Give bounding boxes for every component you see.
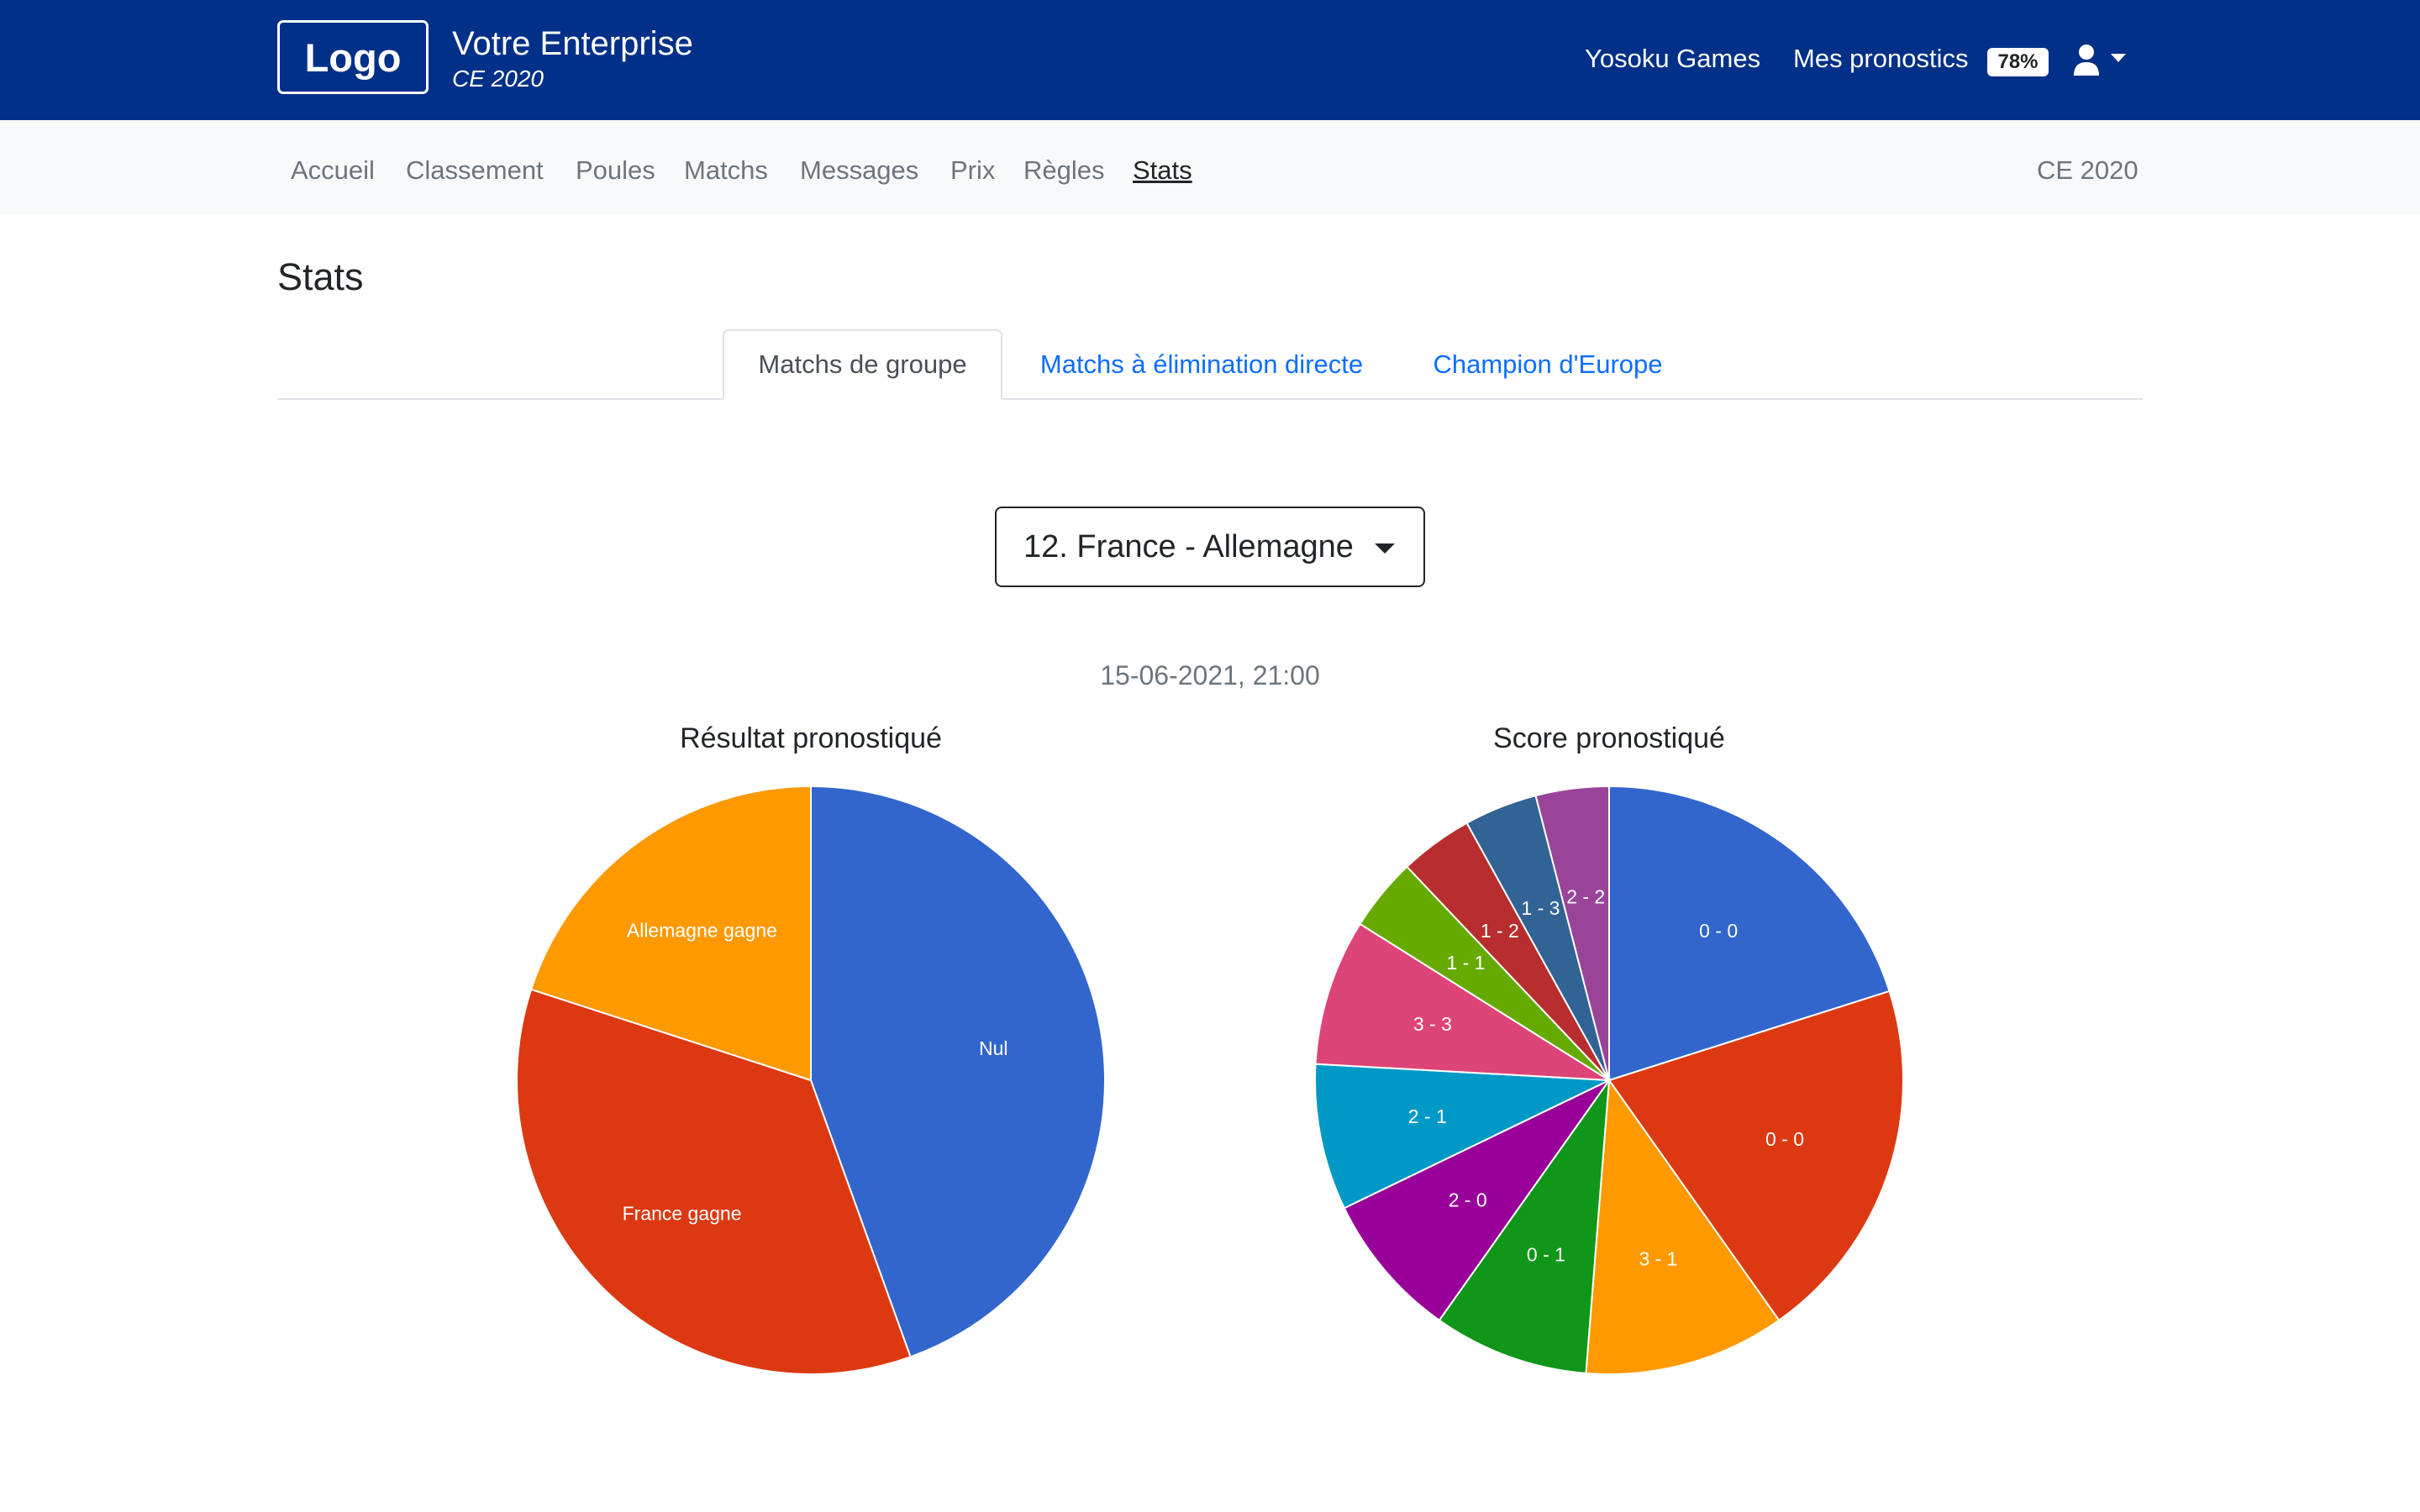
pie-slice-label: Nul bbox=[979, 1037, 1008, 1059]
pie-slice-label: 1 - 1 bbox=[1446, 952, 1485, 974]
pie-slice[interactable] bbox=[1314, 1063, 1610, 1210]
pie-slice-label: 0 - 0 bbox=[1699, 920, 1738, 942]
score-pie-chart: 0 - 0 0 - 0 3 - 1 0 - 1 2 - 0 2 - 1 3 - 3 1 - 1… bbox=[1314, 785, 1904, 1375]
chart-title-result: Résultat pronostiqué bbox=[680, 722, 942, 754]
pie-slice[interactable] bbox=[516, 988, 912, 1375]
pie-slice[interactable] bbox=[1585, 1078, 1781, 1375]
nav-poules[interactable]: Poules bbox=[576, 155, 655, 185]
nav-messages[interactable]: Messages bbox=[800, 155, 919, 185]
top-header: Logo Votre Enterprise CE 2020 Yosoku Gam… bbox=[0, 0, 2420, 120]
pie-slice[interactable] bbox=[1608, 785, 1891, 1082]
pie-slice-label: 1 - 2 bbox=[1481, 920, 1519, 942]
pie-slice-label: 0 - 1 bbox=[1527, 1243, 1565, 1265]
pie-slice-label: 2 - 0 bbox=[1449, 1189, 1487, 1210]
user-icon[interactable] bbox=[2072, 44, 2101, 76]
tab-european-champion[interactable]: Champion d'Europe bbox=[1433, 349, 1663, 379]
match-date: 15-06-2021, 21:00 bbox=[1100, 660, 1320, 690]
nav-classement[interactable]: Classement bbox=[406, 155, 544, 185]
pie-slice-label: France gagne bbox=[623, 1202, 742, 1224]
pie-slice[interactable] bbox=[1607, 990, 1904, 1322]
tabs-divider bbox=[277, 398, 2143, 400]
chevron-down-icon[interactable] bbox=[2111, 54, 2126, 62]
nav-prix[interactable]: Prix bbox=[950, 155, 996, 185]
nav-accueil[interactable]: Accueil bbox=[291, 155, 375, 185]
pie-slice[interactable] bbox=[529, 785, 812, 1082]
logo[interactable]: Logo bbox=[277, 20, 429, 94]
pie-slice-label: 2 - 2 bbox=[1566, 885, 1605, 907]
main-nav: Accueil Classement Poules Matchs Message… bbox=[0, 120, 2420, 214]
pie-slice[interactable] bbox=[1438, 1077, 1611, 1374]
company-name: Votre Enterprise bbox=[452, 25, 693, 62]
my-predictions-link[interactable]: Mes pronostics bbox=[1793, 44, 1969, 73]
pie-slice-label: 1 - 3 bbox=[1521, 897, 1560, 919]
pie-slice-label: Allemagne gagne bbox=[627, 920, 777, 942]
pie-slice-label: 2 - 1 bbox=[1408, 1105, 1447, 1127]
pie-slice[interactable] bbox=[1314, 922, 1610, 1081]
match-select[interactable]: 12. France - Allemagne bbox=[995, 507, 1425, 587]
competition-name: CE 2020 bbox=[452, 66, 544, 92]
predictions-progress-badge: 78% bbox=[1987, 48, 2049, 76]
tab-knockout-matches[interactable]: Matchs à élimination directe bbox=[1039, 349, 1364, 379]
chevron-down-icon bbox=[1375, 543, 1395, 554]
nav-stats[interactable]: Stats bbox=[1133, 155, 1192, 185]
nav-matchs[interactable]: Matchs bbox=[684, 155, 768, 185]
pie-slice-label: 3 - 3 bbox=[1413, 1013, 1452, 1035]
pie-slice[interactable] bbox=[810, 785, 1106, 1358]
pie-slice[interactable] bbox=[1534, 785, 1610, 1081]
yosoku-games-link[interactable]: Yosoku Games bbox=[1585, 44, 1761, 73]
pie-slice-label: 3 - 1 bbox=[1639, 1248, 1677, 1270]
page-title: Stats bbox=[277, 255, 364, 298]
match-select-value: 12. France - Allemagne bbox=[1023, 528, 1354, 564]
chart-title-score: Score pronostiqué bbox=[1493, 722, 1725, 754]
competition-label: CE 2020 bbox=[2037, 155, 2139, 185]
pie-slice[interactable] bbox=[1343, 1079, 1610, 1322]
nav-regles[interactable]: Règles bbox=[1023, 155, 1105, 185]
pie-slice-label: 0 - 0 bbox=[1765, 1128, 1804, 1150]
tab-group-matches[interactable]: Matchs de groupe bbox=[723, 329, 1002, 400]
result-pie-chart: Nul France gagne Allemagne gagne bbox=[516, 785, 1106, 1375]
